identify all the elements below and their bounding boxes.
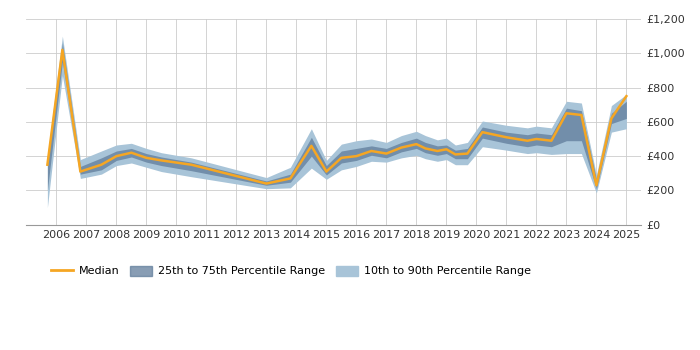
Legend: Median, 25th to 75th Percentile Range, 10th to 90th Percentile Range: Median, 25th to 75th Percentile Range, 1… <box>46 261 536 281</box>
